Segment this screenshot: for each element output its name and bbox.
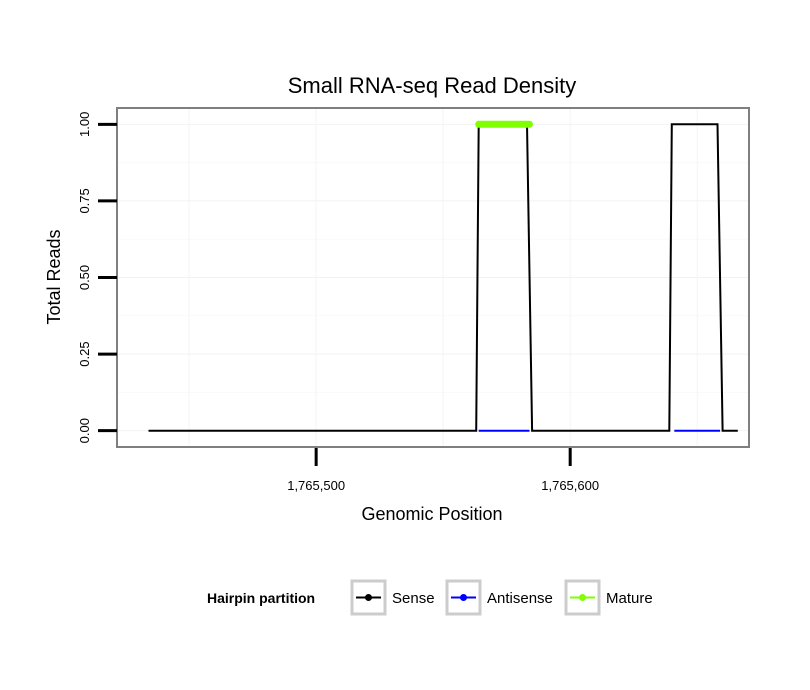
series-line-sense bbox=[148, 123, 738, 432]
y-axis-title: Total Reads bbox=[44, 229, 64, 324]
axes: 0.00 0.25 0.50 0.75 1.00 1,765,500 1,765,600 bbox=[77, 112, 599, 493]
legend-title: Hairpin partition bbox=[207, 590, 315, 606]
legend-point-sense bbox=[365, 594, 372, 601]
y-tick-label: 0.00 bbox=[77, 418, 92, 443]
legend-point-antisense bbox=[460, 594, 467, 601]
grid bbox=[118, 109, 748, 446]
legend-point-mature bbox=[579, 594, 586, 601]
legend-label-antisense: Antisense bbox=[487, 590, 553, 607]
y-tick-label: 1.00 bbox=[77, 112, 92, 137]
x-tick-label: 1,765,500 bbox=[287, 478, 345, 493]
x-axis-title: Genomic Position bbox=[361, 504, 502, 524]
y-tick-label: 0.50 bbox=[77, 265, 92, 290]
series-layer bbox=[148, 120, 738, 432]
x-tick-label: 1,765,600 bbox=[541, 478, 599, 493]
y-tick-label: 0.25 bbox=[77, 341, 92, 366]
legend-label-sense: Sense bbox=[392, 590, 435, 607]
legend: Hairpin partition Sense Antisense Mature bbox=[207, 579, 653, 616]
y-tick-label: 0.75 bbox=[77, 188, 92, 213]
legend-label-mature: Mature bbox=[606, 590, 653, 607]
chart-title: Small RNA-seq Read Density bbox=[288, 73, 577, 98]
